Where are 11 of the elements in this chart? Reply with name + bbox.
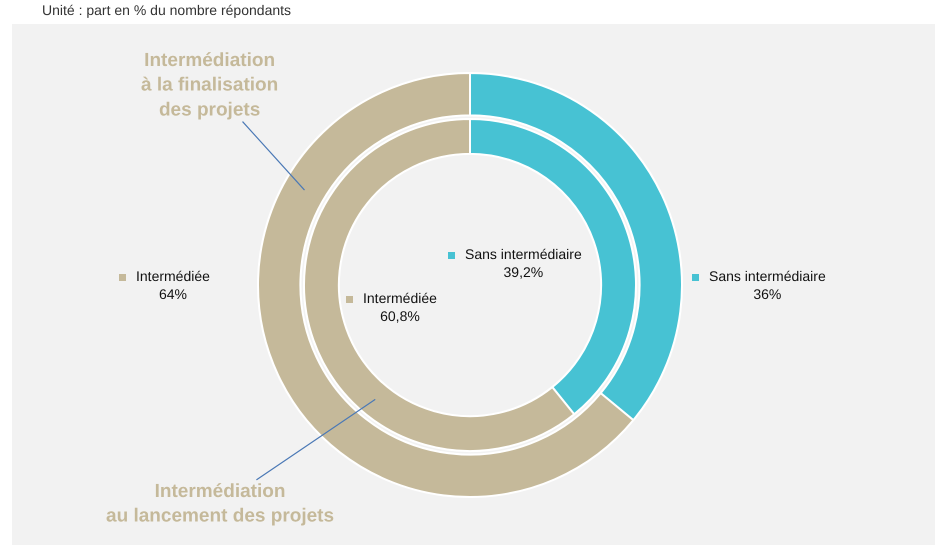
category-label: Intermédiée [136,268,210,284]
data-label: 60,8% [380,308,420,324]
category-label: Sans intermédiaire [709,268,826,284]
slice-label: Intermédiation au lancement des projets [106,481,334,527]
data-label: 36% [753,286,782,302]
data-label: 64% [158,286,187,302]
data-label: 39,2% [504,264,544,280]
legend-label: Intermédiée [363,290,438,306]
chart-subtitle: Unité : part en % du nombre répondants [42,2,292,18]
slice-label: Intermédiation à la finalisation des projets [141,50,278,120]
legend-label: Sans intermédiaire [465,246,582,262]
